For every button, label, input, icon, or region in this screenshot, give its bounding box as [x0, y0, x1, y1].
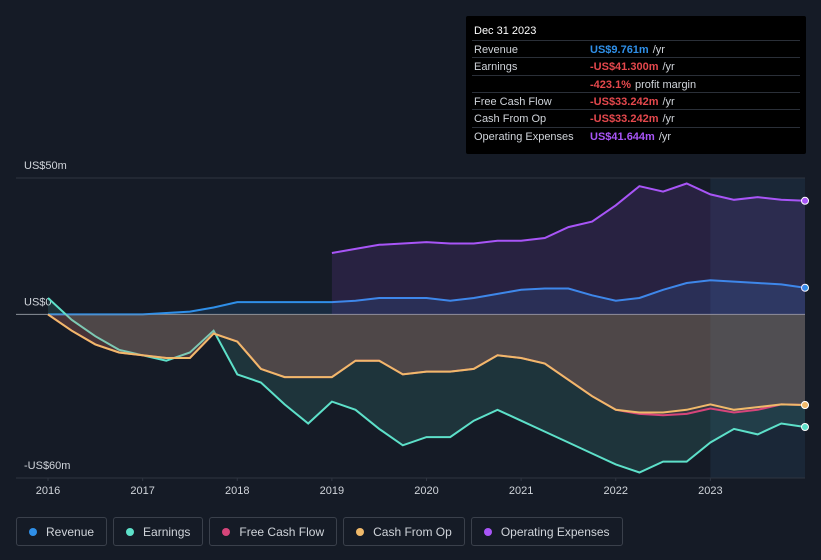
x-tick-label: 2017 [130, 485, 154, 497]
tooltip-value: -423.1% profit margin [590, 79, 696, 91]
end-marker [801, 423, 809, 431]
chart: US$50m US$0 -US$60m 2016 2017 2018 2019 2020 202… [16, 160, 809, 497]
x-tick-label: 2020 [414, 485, 438, 497]
x-tick-label: 2023 [698, 485, 722, 497]
legend-dot [483, 527, 492, 536]
tooltip-row: -423.1% profit margin [472, 74, 800, 93]
tooltip-label: Earnings [474, 61, 518, 74]
end-marker [801, 196, 809, 205]
tooltip-unit: /yr [662, 95, 675, 108]
legend-label: Operating Expenses [500, 524, 610, 539]
tooltip-value: US$9.761m/yr [590, 44, 665, 56]
series-line [48, 279, 806, 316]
legend-item[interactable]: Free Cash Flow [209, 517, 338, 546]
tooltip-value: -US$33.242m/yr [590, 113, 675, 125]
tooltip-label: Revenue [474, 44, 519, 56]
x-tick-label: 2016 [36, 485, 60, 497]
y-tick-label: US$50m [24, 160, 67, 172]
tooltip-unit: profit margin [634, 78, 697, 91]
tooltip-value: US$41.644m/yr [590, 131, 671, 143]
tooltip-label: Operating Expenses [474, 130, 574, 143]
legend-label: Free Cash Flow [239, 524, 325, 539]
tooltip-row: Revenue US$9.761m/yr [472, 40, 800, 58]
x-tick-label: 2019 [320, 485, 344, 497]
legend-dot [356, 527, 365, 536]
tooltip-value: -US$41.300m/yr [590, 61, 675, 73]
tooltip-unit: /yr [652, 44, 665, 56]
series-area [48, 314, 805, 416]
tooltip-number: US$9.761m [590, 44, 649, 56]
legend-item[interactable]: Cash From Op [343, 517, 465, 546]
legend-label: Revenue [46, 524, 95, 539]
legend-item[interactable]: Earnings [113, 517, 204, 546]
tooltip-number: -US$33.242m [590, 95, 659, 108]
tooltip-number: -423.1% [590, 78, 631, 91]
tooltip-unit: /yr [662, 61, 675, 74]
legend-label: Cash From Op [373, 524, 452, 539]
tooltip-row: Operating Expenses US$41.644m/yr [472, 126, 800, 145]
x-tick-label: 2018 [225, 485, 249, 497]
end-marker [801, 283, 809, 292]
legend-item[interactable]: Operating Expenses [470, 517, 623, 546]
series-line [331, 182, 806, 254]
tooltip-number: -US$33.242m [590, 113, 659, 126]
tooltip-unit: /yr [658, 130, 672, 143]
tooltip-number: -US$41.300m [590, 61, 659, 74]
end-marker [801, 401, 809, 410]
legend-dot [222, 527, 231, 536]
tooltip-label: Cash From Op [474, 113, 547, 126]
legend-label: Earnings [143, 524, 191, 539]
legend-dot [29, 527, 37, 536]
tooltip-date: Dec 31 2023 [474, 25, 537, 37]
highlight-band [710, 178, 805, 478]
x-tick-label: 2022 [604, 485, 628, 497]
y-tick-label: -US$60m [24, 460, 70, 472]
series-area [48, 314, 805, 413]
series-area [331, 183, 805, 315]
tooltip: Dec 31 2023 Revenue US$9.761m/yr Earnings -… [466, 16, 806, 154]
x-tick-label: 2021 [509, 485, 533, 497]
tooltip-row: Free Cash Flow -US$33.242m/yr [472, 91, 800, 110]
legend-dot [126, 527, 135, 536]
tooltip-unit: /yr [662, 113, 675, 126]
tooltip-row: Cash From Op -US$33.242m/yr [472, 109, 800, 127]
legend-item[interactable]: Revenue [16, 517, 108, 546]
legend: Revenue Earnings Free Cash Flow Cash From O… [16, 517, 623, 546]
series-line [47, 313, 806, 414]
tooltip-label: Free Cash Flow [474, 95, 552, 108]
tooltip-number: US$41.644m [590, 130, 655, 143]
tooltip-value: -US$33.242m/yr [590, 96, 675, 108]
series-area [48, 280, 805, 315]
tooltip-row: Earnings -US$41.300m/yr [472, 57, 800, 75]
y-tick-label: US$0 [24, 296, 52, 308]
